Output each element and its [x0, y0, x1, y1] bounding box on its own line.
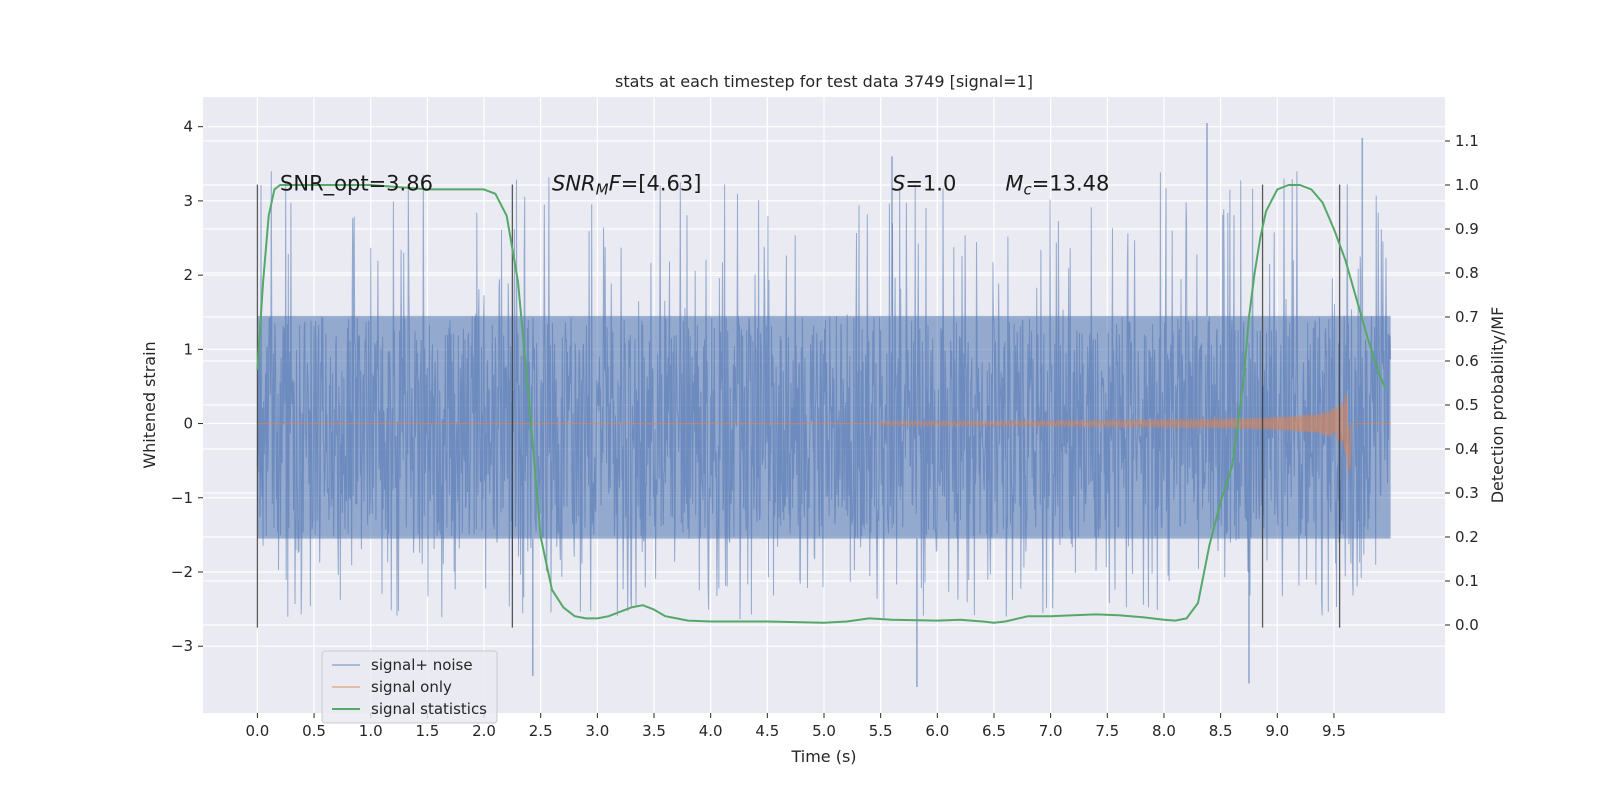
y2-tick-label: 1.0 — [1455, 176, 1479, 194]
y2-tick-label: 0.6 — [1455, 352, 1479, 370]
annotation-part: =[4.63] — [621, 171, 702, 195]
x-tick-label: 5.5 — [869, 722, 893, 740]
series-signal-only — [257, 394, 1391, 473]
x-tick-label: 7.0 — [1039, 722, 1063, 740]
x-axis-label: Time (s) — [790, 747, 856, 766]
y2-tick-label: 0.8 — [1455, 264, 1479, 282]
y-axis-label: Whitened strain — [140, 341, 159, 468]
x-tick-label: 2.5 — [529, 722, 553, 740]
y-axis-ticks: −3 −2 −1 0 1 2 3 4 — [171, 118, 203, 655]
x-tick-label: 8.0 — [1152, 722, 1176, 740]
annotations: SNR_opt=3.86 SNRMF=[4.63] S=1.0 Mc=13.48 — [280, 171, 1109, 198]
y2-tick-label: 0.7 — [1455, 308, 1479, 326]
annotation-part: S — [892, 171, 905, 195]
x-tick-label: 9.5 — [1322, 722, 1346, 740]
chart-title: stats at each timestep for test data 374… — [615, 72, 1033, 91]
y2-tick-label: 1.1 — [1455, 132, 1479, 150]
annotation-part: c — [1023, 180, 1032, 198]
x-tick-label: 0.5 — [302, 722, 326, 740]
annotation-part: SNR — [552, 171, 596, 195]
y-tick-label: 4 — [183, 118, 193, 136]
y2-tick-label: 0.3 — [1455, 484, 1479, 502]
x-tick-label: 2.0 — [472, 722, 496, 740]
annotation-part: =13.48 — [1032, 171, 1110, 195]
x-tick-label: 1.5 — [415, 722, 439, 740]
y-tick-label: 1 — [183, 340, 193, 358]
x-tick-label: 0.0 — [245, 722, 269, 740]
y2-axis-ticks: 0.0 0.1 0.2 0.3 0.4 0.5 0.6 0.7 0.8 0.9 1.0 1.1 — [1445, 132, 1479, 634]
y2-tick-label: 0.4 — [1455, 440, 1479, 458]
annotation-text: S=1.0 — [892, 171, 956, 195]
x-tick-label: 9.0 — [1265, 722, 1289, 740]
signal-statistics-line — [256, 184, 1386, 624]
y-tick-label: −3 — [171, 637, 193, 655]
legend: signal+ noise signal only signal statistic… — [321, 650, 498, 724]
annotation-text: Mc=13.48 — [1005, 171, 1109, 198]
legend-box — [321, 650, 498, 724]
x-tick-label: 1.0 — [359, 722, 383, 740]
x-tick-label: 6.5 — [982, 722, 1006, 740]
x-tick-label: 4.5 — [755, 722, 779, 740]
x-axis-ticks: 0.0 0.5 1.0 1.5 2.0 2.5 3.0 3.5 4.0 4.5 5.0 5.5 6.0 6… — [245, 713, 1346, 740]
legend-label: signal+ noise — [371, 656, 473, 674]
x-tick-label: 7.5 — [1095, 722, 1119, 740]
x-tick-label: 6.0 — [925, 722, 949, 740]
y2-tick-label: 0.2 — [1455, 528, 1479, 546]
x-tick-label: 3.0 — [585, 722, 609, 740]
y2-axis-label: Detection probability/MF — [1488, 307, 1507, 504]
y-tick-label: −1 — [171, 489, 193, 507]
annotation-text: SNR_opt=3.86 — [280, 171, 433, 196]
y-tick-label: 3 — [183, 192, 193, 210]
annotation-text: SNRMF=[4.63] — [552, 171, 701, 198]
annotation-part: =1.0 — [905, 171, 956, 195]
y2-tick-label: 0.0 — [1455, 616, 1479, 634]
x-tick-label: 8.5 — [1209, 722, 1233, 740]
y2-tick-label: 0.9 — [1455, 220, 1479, 238]
y2-tick-label: 0.5 — [1455, 396, 1479, 414]
x-tick-label: 3.5 — [642, 722, 666, 740]
annotation-part: M — [596, 180, 609, 198]
annotation-part: F — [609, 171, 622, 195]
vertical-markers — [256, 184, 1341, 628]
legend-label: signal only — [371, 678, 452, 696]
y-tick-label: 2 — [183, 266, 193, 284]
signal-only-line — [257, 394, 1391, 473]
annotation-part: M — [1005, 171, 1023, 195]
y-tick-label: −2 — [171, 563, 193, 581]
x-tick-label: 4.0 — [699, 722, 723, 740]
y2-tick-label: 0.1 — [1455, 572, 1479, 590]
series-signal-statistics — [256, 184, 1386, 624]
x-tick-label: 5.0 — [812, 722, 836, 740]
legend-label: signal statistics — [371, 700, 487, 718]
y-tick-label: 0 — [183, 415, 193, 433]
